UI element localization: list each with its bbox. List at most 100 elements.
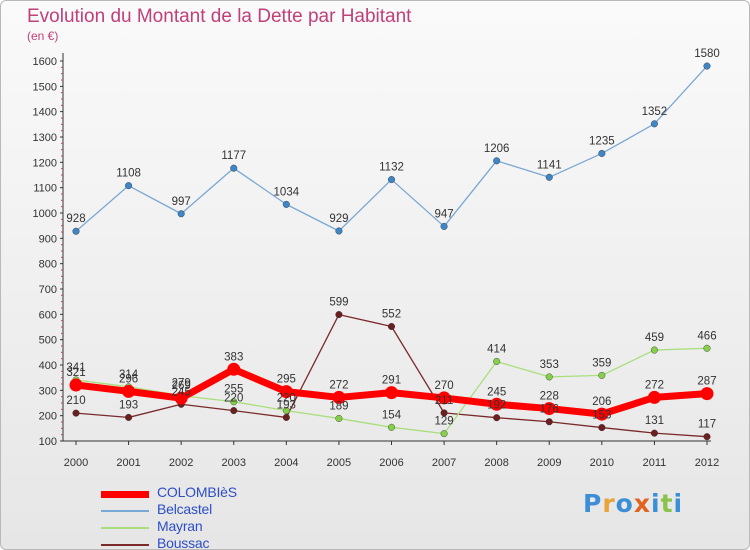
data-point-boussac	[125, 413, 133, 421]
data-point-colombi-s	[122, 384, 136, 398]
data-label-colombi-s: 272	[645, 379, 664, 391]
data-label-boussac: 599	[329, 297, 348, 309]
legend-label: Boussac	[157, 535, 210, 550]
data-point-colombi-s	[490, 397, 504, 411]
data-label-mayran: 129	[434, 416, 453, 428]
data-point-belcastel	[388, 176, 396, 184]
data-label-boussac: 245	[172, 386, 191, 398]
series-colombi-s	[69, 362, 714, 421]
data-point-boussac	[335, 311, 343, 319]
data-label-colombi-s: 245	[487, 386, 506, 398]
y-tick-label: 900	[39, 233, 57, 245]
data-label-mayran: 359	[592, 357, 611, 369]
data-point-belcastel	[703, 62, 711, 70]
x-tick-label: 2000	[64, 457, 88, 469]
y-tick-label: 700	[39, 284, 57, 296]
data-point-colombi-s	[647, 390, 661, 404]
data-label-boussac: 176	[540, 404, 559, 416]
data-label-mayran: 220	[277, 393, 296, 405]
y-tick-label: 800	[39, 259, 57, 271]
y-tick-label: 1600	[33, 56, 57, 68]
data-label-boussac: 220	[224, 393, 243, 405]
data-point-boussac	[493, 414, 501, 422]
data-label-mayran: 154	[382, 409, 402, 421]
data-label-boussac: 193	[277, 399, 296, 411]
data-label-colombi-s: 295	[277, 374, 296, 386]
data-label-boussac: 153	[592, 410, 611, 422]
legend-swatch	[101, 527, 149, 529]
data-label-boussac: 210	[66, 395, 85, 407]
series	[69, 62, 714, 441]
data-label-mayran: 255	[224, 384, 243, 396]
chart-title: Evolution du Montant de la Dette par Hab…	[27, 6, 412, 27]
data-labels: 321 296 269 383 295 272 291 270 245 228 206 272 287 9…	[66, 48, 719, 431]
data-point-boussac	[703, 433, 711, 441]
data-label-mayran: 459	[645, 332, 664, 344]
data-label-colombi-s: 269	[172, 380, 191, 392]
data-point-belcastel	[230, 164, 238, 172]
data-label-colombi-s: 321	[66, 367, 85, 379]
x-tick-label: 2001	[116, 457, 140, 469]
data-label-colombi-s: 206	[592, 396, 611, 408]
logo-letter: P	[583, 489, 603, 518]
data-label-colombi-s: 291	[382, 375, 401, 387]
logo-letter: t	[660, 489, 674, 518]
x-tick-label: 2010	[590, 457, 614, 469]
data-point-colombi-s	[385, 386, 398, 400]
data-point-belcastel	[125, 182, 133, 190]
legend-swatch	[101, 490, 149, 498]
data-label-belcastel: 928	[66, 213, 85, 225]
data-label-belcastel: 997	[172, 196, 191, 208]
data-label-mayran: 353	[540, 359, 559, 371]
x-tick-label: 2008	[484, 457, 508, 469]
data-point-belcastel	[335, 227, 343, 235]
legend-label: COLOMBIèS	[157, 484, 237, 500]
data-point-mayran	[703, 344, 711, 352]
data-point-colombi-s	[174, 391, 188, 405]
data-point-belcastel	[545, 173, 553, 181]
data-point-colombi-s	[437, 391, 451, 405]
data-point-belcastel	[72, 227, 80, 235]
y-tick-label: 1400	[33, 107, 57, 119]
data-label-colombi-s: 296	[119, 373, 138, 385]
data-point-boussac	[598, 424, 606, 432]
data-point-mayran	[335, 414, 343, 422]
y-tick-label: 400	[39, 360, 57, 372]
series-boussac	[72, 311, 711, 441]
y-tick-label: 1200	[33, 157, 57, 169]
data-point-belcastel	[650, 120, 658, 128]
logo-letter: x	[633, 489, 651, 518]
data-point-boussac	[388, 322, 396, 330]
x-tick-label: 2009	[537, 457, 561, 469]
data-label-colombi-s: 383	[224, 351, 243, 363]
data-label-belcastel: 929	[329, 213, 348, 225]
data-point-colombi-s	[69, 378, 83, 392]
data-point-mayran	[388, 423, 396, 431]
data-label-boussac: 193	[119, 399, 138, 411]
data-point-colombi-s	[332, 390, 346, 404]
data-point-belcastel	[282, 200, 290, 208]
y-tick-label: 100	[39, 436, 57, 448]
data-label-belcastel: 1206	[484, 143, 510, 155]
data-label-belcastel: 1580	[694, 48, 720, 60]
y-tick-label: 200	[39, 411, 57, 423]
x-tick-label: 2002	[169, 457, 193, 469]
data-label-belcastel: 1352	[642, 106, 668, 118]
data-label-belcastel: 1141	[537, 159, 562, 171]
data-label-belcastel: 1177	[221, 150, 246, 162]
data-point-colombi-s	[279, 385, 293, 399]
data-point-boussac	[650, 429, 658, 437]
data-point-mayran	[493, 357, 501, 365]
logo-letter: i	[651, 489, 661, 518]
legend-label: Mayran	[157, 518, 203, 534]
data-point-mayran	[650, 346, 658, 354]
x-tick-label: 2012	[695, 457, 719, 469]
data-point-mayran	[598, 371, 606, 379]
x-tick-label: 2006	[379, 457, 403, 469]
y-tick-label: 1100	[33, 183, 57, 195]
x-tick-label: 2004	[274, 457, 298, 469]
data-label-boussac: 552	[382, 308, 401, 320]
data-point-boussac	[282, 413, 290, 421]
